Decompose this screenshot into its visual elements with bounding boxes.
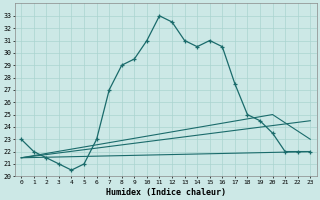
X-axis label: Humidex (Indice chaleur): Humidex (Indice chaleur) [106, 188, 226, 197]
